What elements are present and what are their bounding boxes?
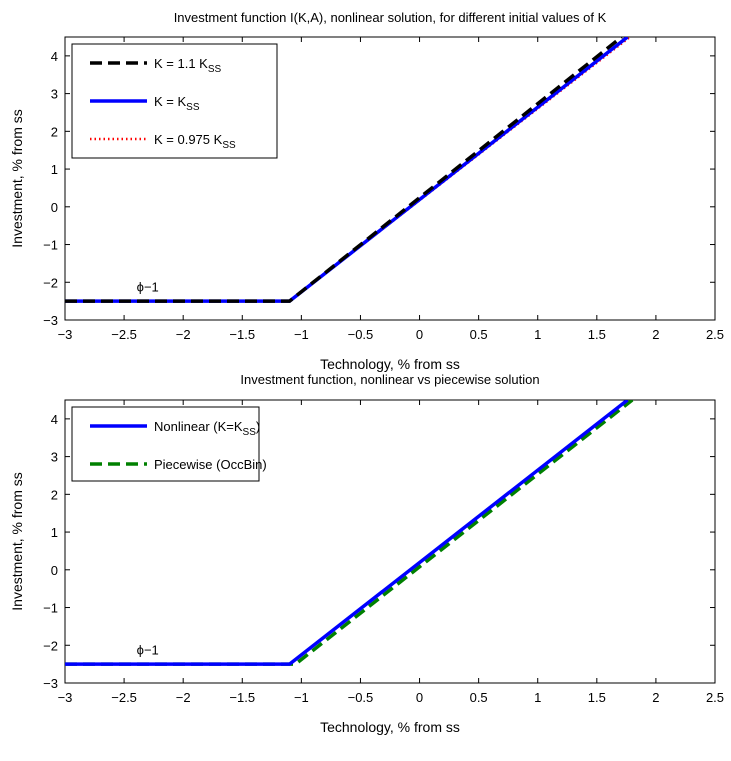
- x-tick-label: −0.5: [348, 690, 374, 705]
- x-tick-label: 2: [652, 690, 659, 705]
- series-lines: [65, 37, 631, 303]
- x-tick-label: −1.5: [229, 327, 255, 342]
- y-tick-label: −2: [43, 275, 58, 290]
- x-tick-label: 2: [652, 327, 659, 342]
- x-tick-label: −0.5: [348, 327, 374, 342]
- x-tick-label: 1: [534, 690, 541, 705]
- x-tick-label: −1: [294, 327, 309, 342]
- x-tick-label: 0.5: [470, 327, 488, 342]
- y-axis-label: Investment, % from ss: [9, 109, 25, 247]
- y-tick-label: −3: [43, 313, 58, 328]
- chart-bottom: Investment function, nonlinear vs piecew…: [9, 372, 724, 735]
- x-tick-label: 0: [416, 690, 423, 705]
- x-tick-label: 1.5: [588, 327, 606, 342]
- chart-title: Investment function, nonlinear vs piecew…: [240, 372, 539, 387]
- y-tick-label: −2: [43, 638, 58, 653]
- annotation-phi: ϕ−1: [137, 643, 159, 658]
- y-tick-label: 3: [51, 450, 58, 465]
- legend-label-1: K = KSS: [154, 94, 200, 113]
- series-lines: [65, 400, 634, 666]
- y-tick-label: 3: [51, 87, 58, 102]
- annotation-phi: ϕ−1: [137, 280, 159, 295]
- y-tick-label: −1: [43, 238, 58, 253]
- x-tick-label: −2.5: [111, 327, 137, 342]
- y-tick-label: −1: [43, 601, 58, 616]
- legend-box: [71, 406, 260, 482]
- x-tick-label: −3: [58, 327, 73, 342]
- y-tick-label: 2: [51, 487, 58, 502]
- x-tick-label: 0: [416, 327, 423, 342]
- y-tick-label: 2: [51, 124, 58, 139]
- x-tick-label: 2.5: [706, 327, 724, 342]
- y-tick-label: 1: [51, 525, 58, 540]
- series-line-0: [65, 400, 629, 666]
- y-tick-label: 0: [51, 563, 58, 578]
- x-tick-label: −1.5: [229, 690, 255, 705]
- x-tick-label: −2: [176, 690, 191, 705]
- x-tick-label: −2.5: [111, 690, 137, 705]
- x-tick-label: 1.5: [588, 690, 606, 705]
- y-tick-label: 0: [51, 200, 58, 215]
- x-axis-label: Technology, % from ss: [320, 719, 460, 735]
- x-axis-label: Technology, % from ss: [320, 356, 460, 372]
- legend-label-2: K = 0.975 KSS: [154, 132, 236, 151]
- y-axis-label: Investment, % from ss: [9, 472, 25, 610]
- series-line-0: [65, 37, 623, 303]
- chart-top: Investment function I(K,A), nonlinear so…: [9, 10, 724, 372]
- legend-label-0: K = 1.1 KSS: [154, 56, 222, 75]
- y-tick-label: 4: [51, 49, 58, 64]
- y-tick-label: −3: [43, 676, 58, 691]
- x-tick-label: 0.5: [470, 690, 488, 705]
- legend-label-1: Piecewise (OccBin): [154, 457, 267, 472]
- chart-title: Investment function I(K,A), nonlinear so…: [174, 10, 607, 25]
- x-tick-label: −1: [294, 690, 309, 705]
- x-tick-label: −2: [176, 327, 191, 342]
- legend-label-0: Nonlinear (K=KSS): [154, 419, 260, 438]
- x-tick-label: 2.5: [706, 690, 724, 705]
- y-tick-label: 4: [51, 412, 58, 427]
- y-tick-label: 1: [51, 162, 58, 177]
- x-tick-label: 1: [534, 327, 541, 342]
- x-tick-label: −3: [58, 690, 73, 705]
